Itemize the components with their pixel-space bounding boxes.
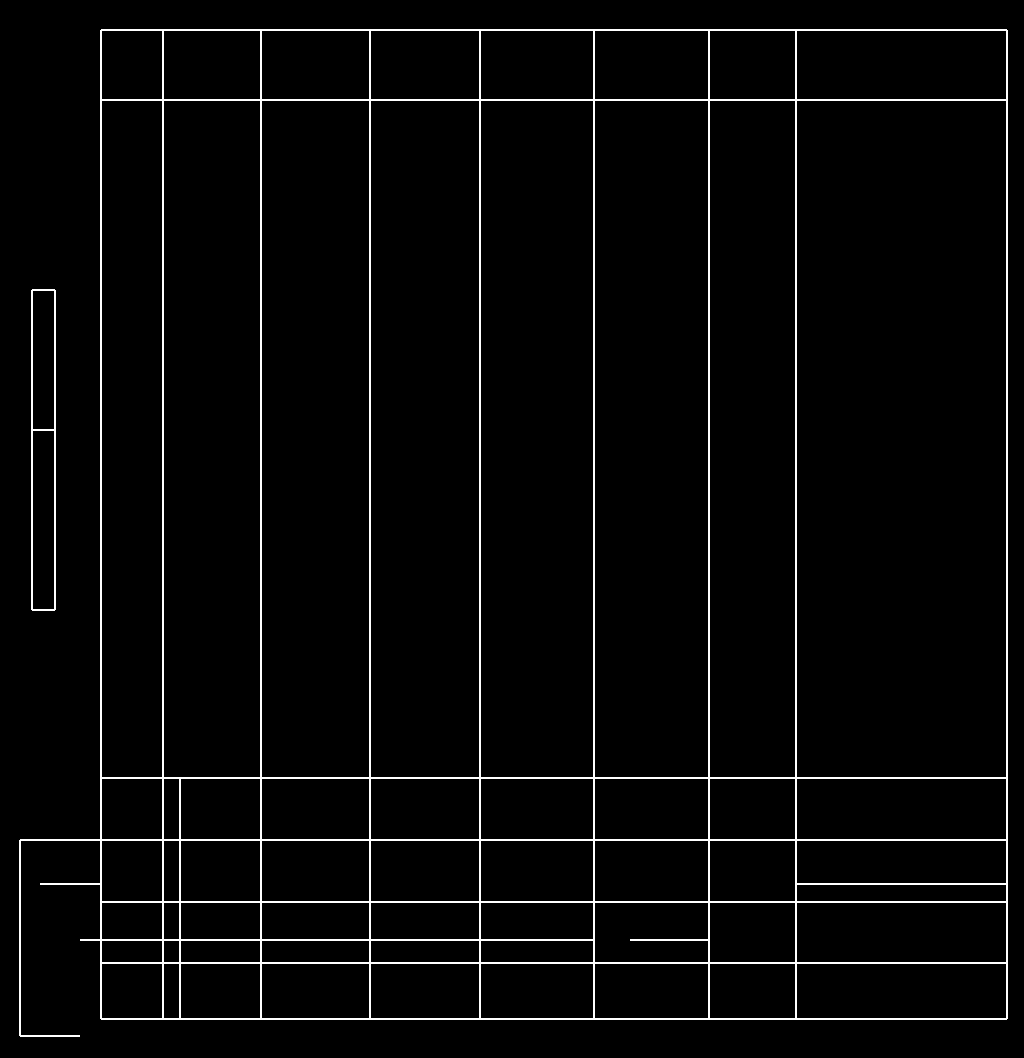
grid-row-line-partial — [630, 939, 709, 941]
grid-row-line — [101, 901, 1007, 903]
grid-row-line-partial — [40, 883, 101, 885]
grid-row-line-partial — [796, 883, 1007, 885]
grid-column-line — [260, 30, 262, 1019]
grid-column-line-partial — [54, 290, 56, 610]
grid-column-line-partial — [19, 840, 21, 1036]
grid-column-line — [593, 30, 595, 1019]
grid-frame-bottom — [101, 1018, 1007, 1020]
grid-frame-left — [100, 30, 102, 1019]
grid-row-line — [101, 962, 1007, 964]
grid-row-line-partial — [32, 609, 55, 611]
grid-row-line — [101, 99, 1007, 101]
grid-row-line-partial — [32, 429, 55, 431]
grid-column-line-partial — [31, 290, 33, 610]
grid-row-line-partial — [80, 939, 594, 941]
grid-frame-right — [1006, 30, 1008, 1019]
grid-column-line — [369, 30, 371, 1019]
grid-column-line — [162, 30, 164, 1019]
grid-row-line-partial — [20, 839, 101, 841]
grid-row-line — [101, 777, 1007, 779]
grid-column-line — [479, 30, 481, 1019]
grid-row-line — [101, 839, 1007, 841]
grid-column-line — [795, 30, 797, 1019]
grid-frame-top — [101, 29, 1007, 31]
scanned-grid-page — [0, 0, 1024, 1058]
grid-row-line-partial — [20, 1035, 80, 1037]
grid-column-line — [708, 30, 710, 1019]
grid-row-line-partial — [32, 289, 55, 291]
grid-column-line-partial — [179, 778, 181, 1019]
